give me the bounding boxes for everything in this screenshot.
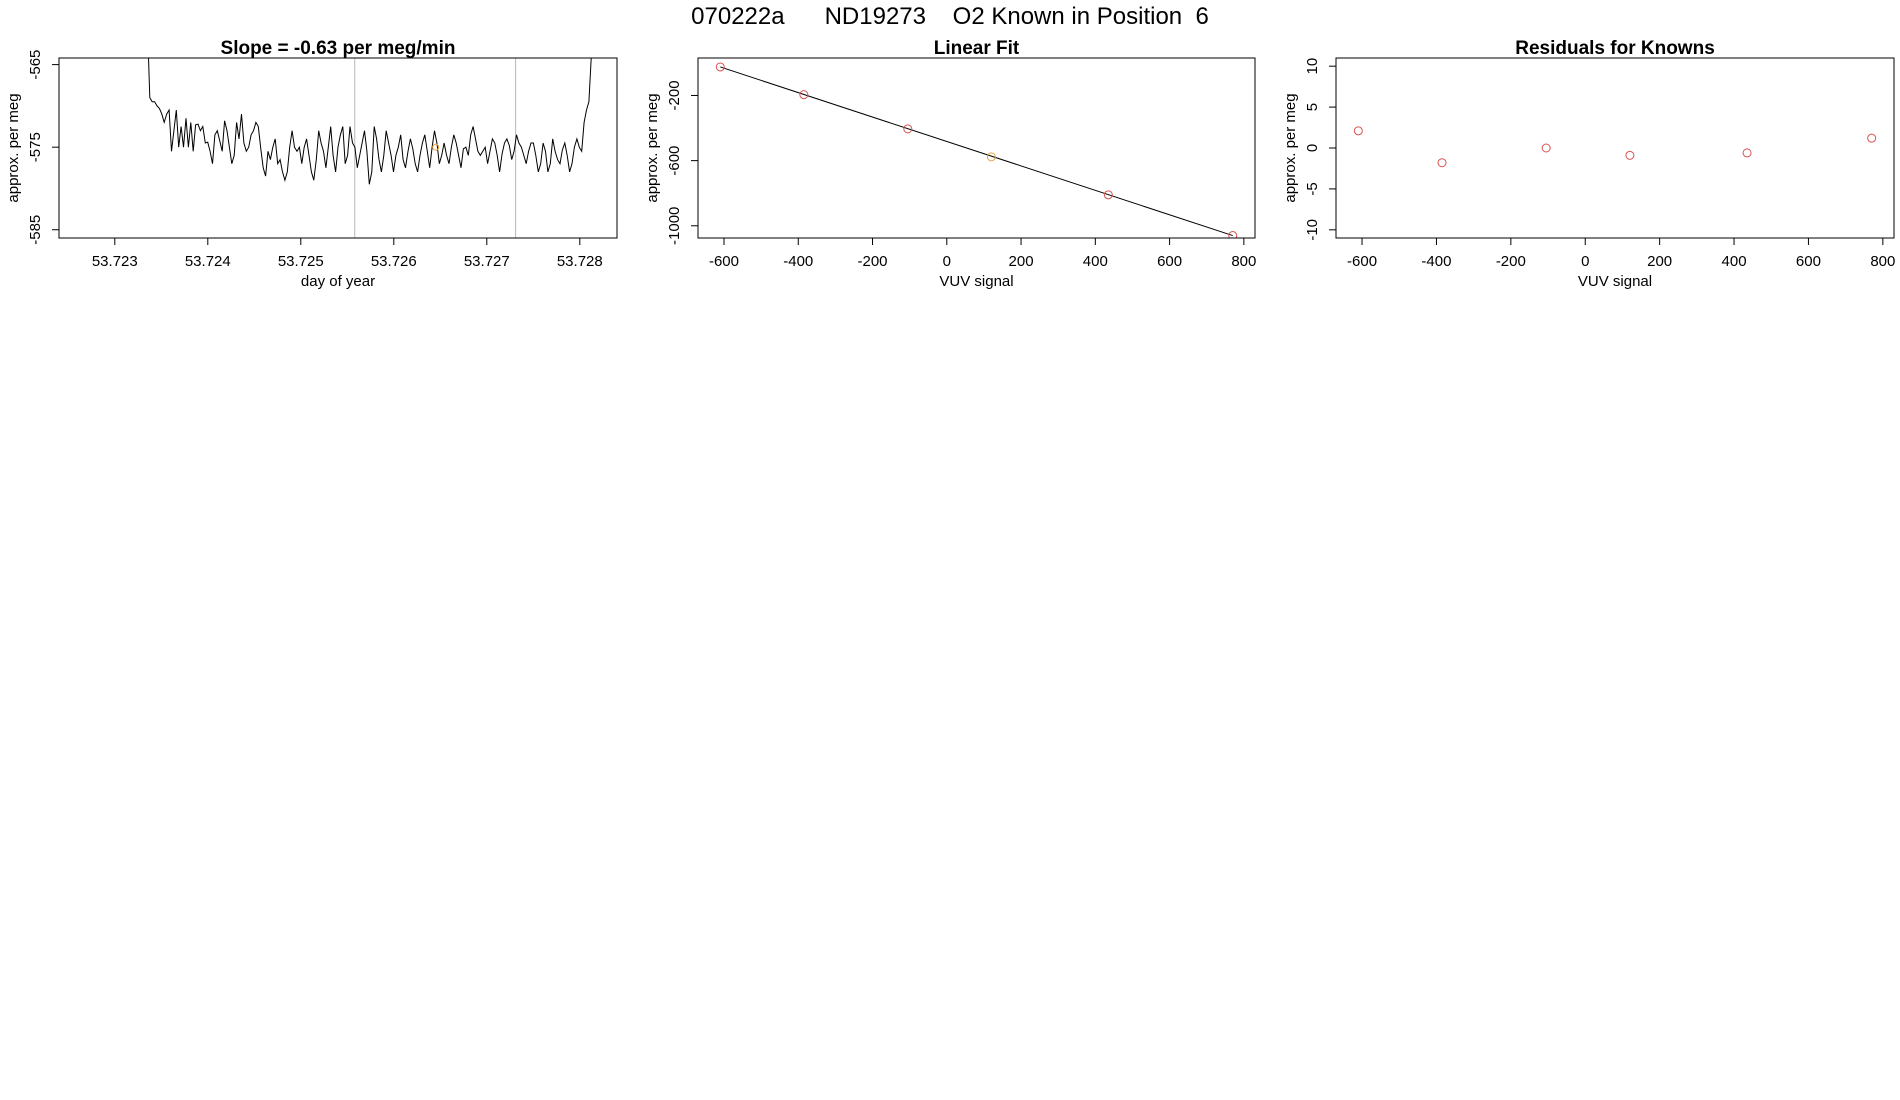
x-tick-label: 53.723: [92, 253, 138, 270]
x-tick-label: 53.726: [371, 253, 417, 270]
x-tick-label: -400: [783, 253, 813, 270]
data-point: [715, 62, 725, 72]
x-tick-label: 800: [1231, 253, 1256, 270]
highlight-point: [432, 143, 440, 151]
highlight-point: [986, 152, 996, 162]
data-point: [903, 124, 913, 134]
x-tick-label: 0: [1581, 253, 1589, 270]
x-tick-label: 600: [1157, 253, 1182, 270]
y-tick-label: -5: [1304, 182, 1321, 195]
chart-panel-2: Linear Fit -600 -400 -200 0 200 400 600 800 -200 -…: [644, 38, 1256, 290]
x-axis-label: VUV signal: [939, 273, 1013, 290]
data-point: [799, 90, 809, 100]
x-tick-label: 53.724: [185, 253, 231, 270]
y-tick-label: -565: [27, 50, 44, 80]
y-tick-label: -585: [27, 215, 44, 245]
x-axis-label: day of year: [301, 273, 375, 290]
data-point: [1742, 148, 1752, 158]
plot-region: [148, 58, 592, 238]
y-tick-label: -575: [27, 132, 44, 162]
data-point: [1353, 126, 1363, 136]
fit-line: [720, 66, 1233, 237]
plot-region: [715, 62, 1238, 238]
plot-frame: [58, 57, 618, 239]
x-tick-label: 400: [1083, 253, 1108, 270]
x-tick-label: 600: [1796, 253, 1821, 270]
x-tick-label: 400: [1722, 253, 1747, 270]
x-tick-label: -600: [1347, 253, 1377, 270]
y-tick-label: -10: [1304, 219, 1321, 241]
plot-frame: [697, 57, 1256, 239]
chart-panel-3: Residuals for Knowns -600 -400 -200 0 200 400 6…: [1282, 38, 1895, 290]
y-tick-label: 5: [1304, 103, 1321, 111]
y-axis-label: approx. per meg: [644, 93, 661, 202]
y-axis-label: approx. per meg: [1282, 93, 1299, 202]
x-tick-label: 800: [1870, 253, 1895, 270]
page-title: 070222a ND19273 O2 Known in Position 6: [691, 3, 1209, 30]
y-tick-label: 0: [1304, 144, 1321, 152]
x-tick-label: 53.727: [464, 253, 510, 270]
chart-title: Linear Fit: [934, 38, 1020, 59]
y-tick-label: -200: [666, 80, 683, 110]
x-tick-label: -200: [858, 253, 888, 270]
x-tick-label: 53.725: [278, 253, 324, 270]
plot-region: [1353, 126, 1877, 168]
data-point: [1437, 158, 1447, 168]
data-point: [1625, 150, 1635, 160]
y-axis-label: approx. per meg: [5, 93, 22, 202]
y-tick-label: 10: [1304, 58, 1321, 75]
data-point: [1228, 231, 1238, 238]
y-tick-label: -1000: [666, 207, 683, 245]
x-tick-label: 53.728: [557, 253, 603, 270]
plot-frame: [1335, 57, 1895, 239]
x-tick-label: -400: [1421, 253, 1451, 270]
x-axis-label: VUV signal: [1578, 273, 1652, 290]
x-tick-label: -200: [1496, 253, 1526, 270]
x-tick-label: 200: [1647, 253, 1672, 270]
data-trace: [148, 58, 592, 185]
data-point: [1867, 133, 1877, 143]
x-tick-label: 0: [943, 253, 951, 270]
chart-panel-1: Slope = -0.63 per meg/min 53.723 53.724 53.…: [5, 38, 618, 290]
chart-title: Residuals for Knowns: [1515, 38, 1715, 59]
y-tick-label: -600: [666, 146, 683, 176]
chart-area: Slope = -0.63 per meg/min 53.723 53.724 53.…: [5, 38, 1895, 290]
data-point: [1541, 143, 1551, 153]
chart-title: Slope = -0.63 per meg/min: [221, 38, 456, 59]
x-tick-label: -600: [709, 253, 739, 270]
data-point: [1103, 190, 1113, 200]
x-tick-label: 200: [1009, 253, 1034, 270]
